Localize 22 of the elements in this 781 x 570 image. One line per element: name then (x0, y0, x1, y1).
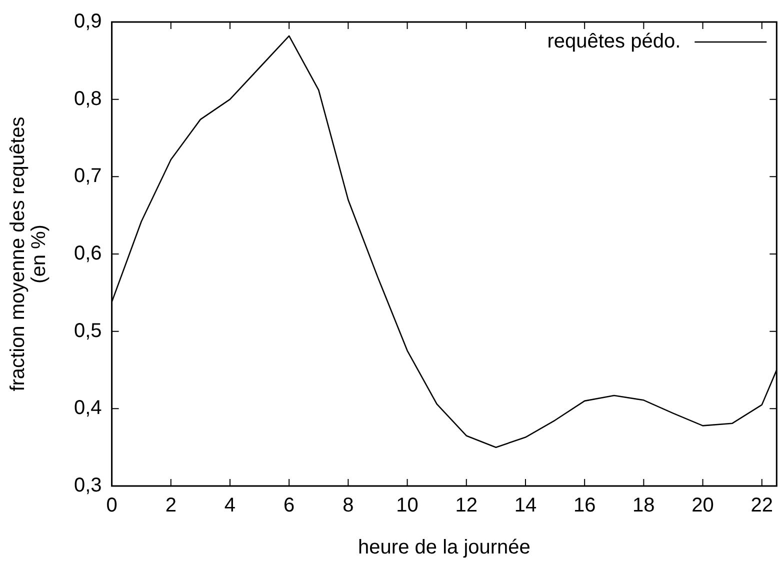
y-axis-title: fraction moyenne des requêtes (en %) (7, 116, 50, 392)
x-tick-label: 6 (284, 494, 295, 517)
y-tick-label: 0,3 (74, 474, 102, 497)
x-tick-label: 16 (573, 494, 596, 517)
x-tick-label: 14 (514, 494, 537, 517)
x-tick-label: 20 (692, 494, 714, 517)
x-tick-label: 8 (342, 494, 354, 517)
y-tick-label: 0,6 (74, 242, 102, 265)
y-tick-label: 0,9 (74, 10, 102, 33)
y-tick-label: 0,8 (74, 88, 102, 110)
x-tick-label: 2 (165, 494, 176, 517)
x-tick-label: 18 (632, 494, 655, 517)
x-axis-title: heure de la journée (358, 536, 530, 559)
x-tick-label: 12 (455, 494, 478, 517)
legend-label: requêtes pédo. (547, 30, 681, 53)
y-tick-label: 0,4 (74, 397, 102, 420)
y-tick-label: 0,5 (74, 320, 102, 342)
x-tick-label: 22 (750, 494, 773, 517)
x-tick-label: 10 (396, 494, 418, 517)
y-tick-label: 0,7 (74, 165, 102, 188)
x-tick-label: 0 (106, 494, 118, 517)
x-tick-label: 4 (224, 494, 236, 517)
